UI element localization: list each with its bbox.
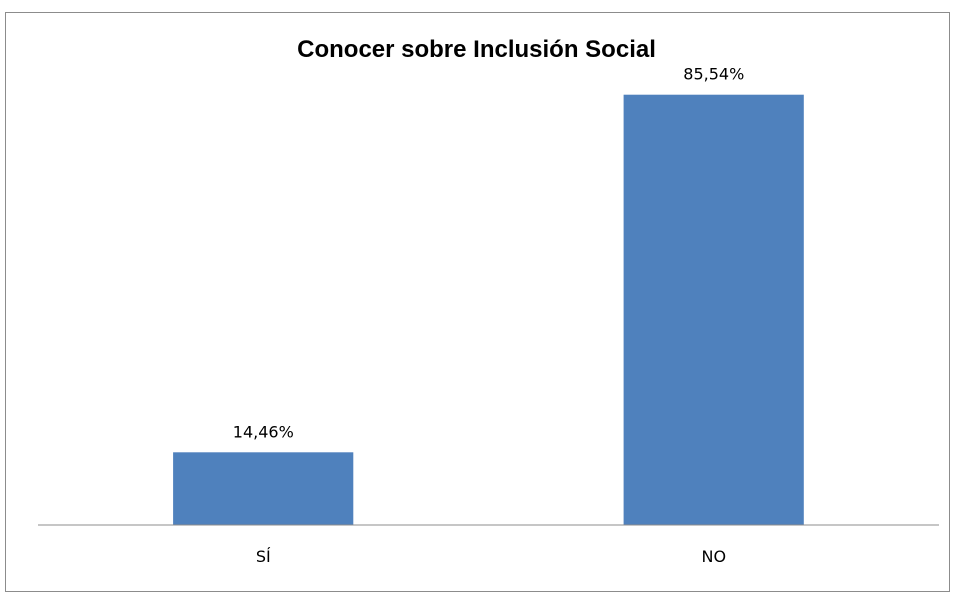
x-tick-label-no: NO [702,547,727,566]
data-label-no: 85,54% [683,65,744,84]
chart-title: Conocer sobre Inclusión Social [297,36,656,63]
labels-group: 14,46% SÍ 85,54% NO [233,65,745,566]
bar-no [623,94,804,525]
x-tick-label-si: SÍ [256,547,271,566]
data-label-si: 14,46% [233,422,294,441]
bar-si [173,452,354,525]
bars-group [173,94,804,525]
